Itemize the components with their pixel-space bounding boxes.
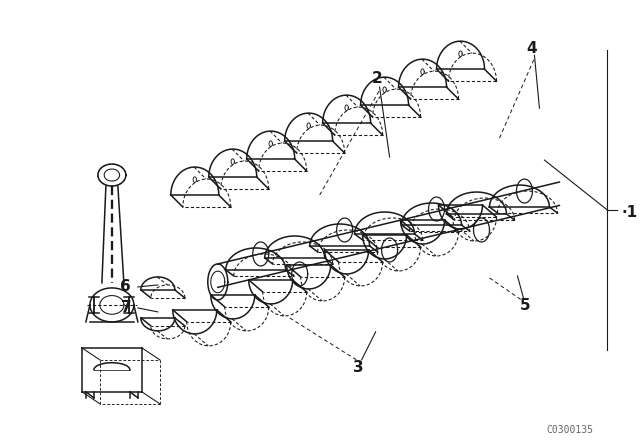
Text: 2: 2 (372, 71, 383, 86)
Text: 5: 5 (520, 298, 531, 314)
Text: ·1: ·1 (621, 205, 637, 220)
Text: 3: 3 (353, 360, 364, 375)
Text: 6: 6 (120, 280, 131, 294)
Text: 7: 7 (120, 301, 131, 315)
Text: C0300135: C0300135 (546, 425, 593, 435)
Text: 4: 4 (526, 41, 537, 56)
